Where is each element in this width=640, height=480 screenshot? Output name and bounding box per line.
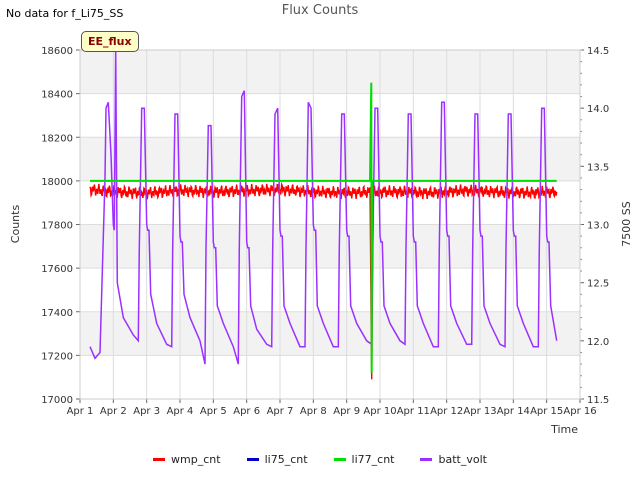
x-tick-label-9: Apr 10 — [363, 406, 396, 417]
y2-tick-label-6: 14.5 — [587, 46, 609, 57]
plot-frame — [79, 49, 581, 400]
legend-item-li77-cnt: li77_cnt — [333, 453, 395, 466]
y-tick-label-4: 17800 — [41, 221, 73, 232]
x-tick-label-6: Apr 7 — [267, 406, 294, 417]
band-3 — [80, 224, 580, 269]
series-line-batt-volt — [89, 49, 558, 365]
band-0 — [80, 355, 580, 399]
x-tick-label-2: Apr 3 — [133, 406, 160, 417]
x-tick-label-14: Apr 15 — [530, 406, 563, 417]
y-tick-label-8: 18600 — [41, 46, 73, 57]
x-tick-label-4: Apr 5 — [200, 406, 227, 417]
y-axis-ticks: 17000 17200 17400 17600 17800 18000 18200 18400… — [41, 46, 80, 406]
legend-label-li75-cnt: li75_cnt — [264, 453, 308, 466]
chart-title: Flux Counts — [281, 3, 359, 18]
x-tick-label-7: Apr 8 — [300, 406, 327, 417]
y2-tick-label-0: 11.5 — [587, 395, 609, 406]
legend-swatch-wmp-cnt — [153, 458, 166, 461]
band-2 — [80, 268, 580, 312]
x-axis-label: Time — [550, 423, 578, 436]
band-6 — [80, 93, 580, 138]
y-tick-label-3: 17600 — [41, 264, 73, 275]
y2-axis-label: 7500 SS — [620, 201, 633, 246]
band-5 — [80, 137, 580, 181]
legend-label-wmp-cnt: wmp_cnt — [171, 453, 221, 466]
x-tick-label-1: Apr 2 — [100, 406, 127, 417]
y2-tick-label-5: 14.0 — [587, 104, 609, 115]
x-tick-label-10: Apr 11 — [397, 406, 430, 417]
legend-swatch-li75-cnt — [246, 458, 259, 461]
band-1 — [80, 311, 580, 356]
legend: wmp_cnt li75_cnt li77_cnt batt_volt — [0, 453, 640, 466]
band-7 — [80, 50, 580, 94]
series-line-li77-cnt — [90, 82, 557, 373]
x-axis-ticks: Apr 1 Apr 2 Apr 3 Apr 4 Apr 5 Apr 6 Apr 7 Apr 8… — [67, 399, 597, 417]
x-tick-label-13: Apr 14 — [497, 406, 530, 417]
y2-tick-label-1: 12.0 — [587, 337, 609, 348]
legend-label-batt-volt: batt_volt — [438, 453, 487, 466]
x-tick-label-5: Apr 6 — [233, 406, 260, 417]
y-tick-label-7: 18400 — [41, 90, 73, 101]
legend-item-li75-cnt: li75_cnt — [246, 453, 308, 466]
y-tick-label-6: 18200 — [41, 133, 73, 144]
y-tick-label-0: 17000 — [41, 395, 73, 406]
legend-swatch-li77-cnt — [333, 458, 346, 461]
y2-tick-label-4: 13.5 — [587, 162, 609, 173]
y2-tick-label-3: 13.0 — [587, 221, 609, 232]
y-axis-label: Counts — [9, 205, 22, 244]
x-tick-label-0: Apr 1 — [67, 406, 94, 417]
ee-flux-badge: EE_flux — [81, 31, 139, 52]
x-tick-label-3: Apr 4 — [167, 406, 194, 417]
y-tick-label-1: 17200 — [41, 351, 73, 362]
series-layer — [89, 49, 558, 380]
y-tick-label-5: 18000 — [41, 177, 73, 188]
legend-label-li77-cnt: li77_cnt — [351, 453, 395, 466]
legend-item-batt-volt: batt_volt — [420, 453, 487, 466]
legend-item-wmp-cnt: wmp_cnt — [153, 453, 221, 466]
x-tick-label-12: Apr 13 — [463, 406, 496, 417]
legend-swatch-batt-volt — [420, 458, 433, 461]
y2-tick-label-2: 12.5 — [587, 279, 609, 290]
background-bands — [80, 50, 580, 399]
x-tick-label-8: Apr 9 — [333, 406, 360, 417]
x-tick-label-15: Apr 16 — [563, 406, 596, 417]
no-data-note: No data for f_Li75_SS — [6, 7, 124, 20]
x-tick-label-11: Apr 12 — [430, 406, 463, 417]
y-tick-label-2: 17400 — [41, 308, 73, 319]
y2-axis-ticks: 11.5 12.0 12.5 13.0 13.5 14.0 14.5 — [580, 46, 609, 406]
